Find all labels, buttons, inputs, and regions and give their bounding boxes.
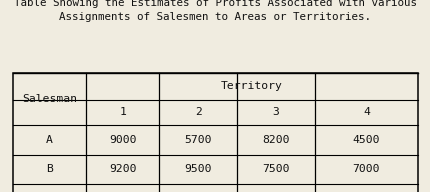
Text: 7500: 7500 [261, 164, 289, 175]
Text: Territory: Territory [221, 81, 283, 91]
Text: 9000: 9000 [109, 135, 136, 145]
Text: 4: 4 [362, 107, 369, 117]
Text: 7000: 7000 [352, 164, 379, 175]
Text: 9500: 9500 [184, 164, 212, 175]
Text: 8200: 8200 [261, 135, 289, 145]
Text: 9200: 9200 [109, 164, 136, 175]
Text: 2: 2 [194, 107, 201, 117]
Text: 3: 3 [272, 107, 279, 117]
Text: Salesman: Salesman [22, 94, 77, 104]
Bar [13, 73, 417, 192]
Text: 4500: 4500 [352, 135, 379, 145]
Text: B: B [46, 164, 53, 175]
Text: Table Showing the Estimates of Profits Associated with various
Assignments of Sa: Table Showing the Estimates of Profits A… [14, 0, 416, 22]
Text: A: A [46, 135, 53, 145]
Text: 1: 1 [119, 107, 126, 117]
Text: 5700: 5700 [184, 135, 212, 145]
